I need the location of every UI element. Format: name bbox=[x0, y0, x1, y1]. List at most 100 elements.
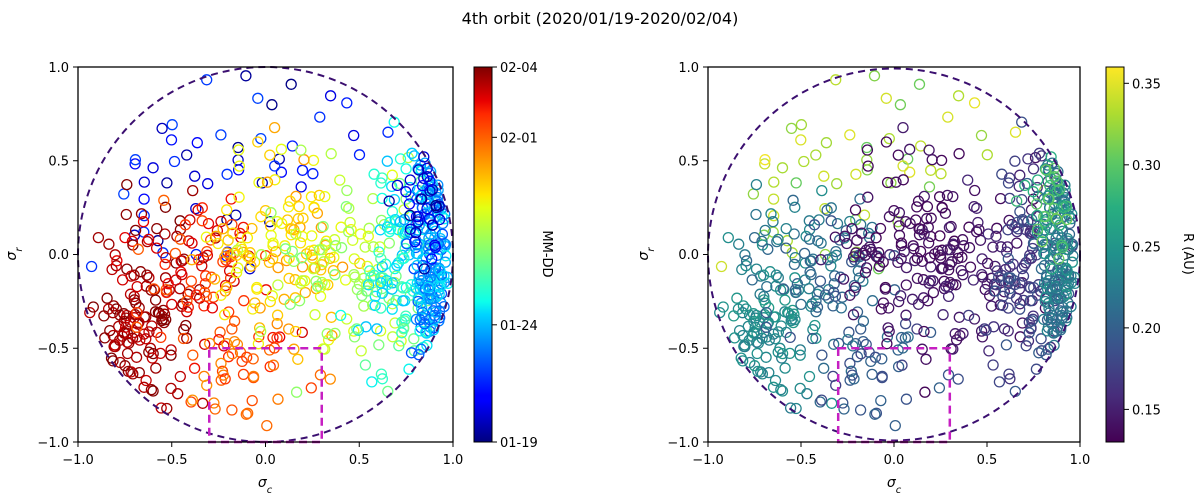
left-scatter-point bbox=[106, 263, 118, 276]
left-scatter-point bbox=[322, 334, 335, 346]
left-scatter-point bbox=[135, 208, 148, 220]
left-scatter-point bbox=[265, 229, 277, 242]
left-colorbar: 01-19 01-24 02-01 02-04 MM-DD bbox=[473, 61, 554, 451]
right-scatter-point bbox=[768, 176, 780, 188]
right-scatter-point bbox=[952, 246, 964, 259]
right-scatter-point bbox=[900, 279, 912, 291]
left-scatter-point bbox=[198, 300, 210, 312]
left-scatter-point bbox=[141, 269, 153, 281]
right-scatter-point bbox=[937, 309, 949, 321]
right-scatter-point bbox=[975, 325, 988, 337]
right-scatter-point bbox=[963, 242, 976, 254]
right-x-tick-label: 0.5 bbox=[977, 453, 998, 468]
left-scatter-point bbox=[237, 368, 250, 381]
left-scatter-point bbox=[228, 335, 241, 348]
right-scatter-point bbox=[972, 216, 984, 229]
right-scatter-point bbox=[952, 90, 965, 102]
left-scatter-point bbox=[423, 243, 435, 255]
left-scatter-point bbox=[364, 265, 376, 277]
right-scatter-point bbox=[831, 217, 844, 230]
left-scatter-point bbox=[263, 256, 276, 269]
left-scatter-point bbox=[386, 303, 398, 315]
left-scatter-point bbox=[245, 260, 257, 272]
left-scatter-point bbox=[305, 191, 318, 203]
right-scatter-point bbox=[1033, 347, 1045, 359]
right-scatter-point bbox=[889, 419, 901, 432]
right-scatter-point bbox=[860, 244, 872, 256]
left-scatter-point bbox=[440, 250, 452, 262]
right-scatter-point bbox=[1020, 224, 1032, 236]
left-scatter-point bbox=[314, 369, 327, 381]
left-scatter-point bbox=[381, 155, 393, 167]
right-scatter-point bbox=[968, 97, 981, 109]
right-colorbar-tick-label: 0.15 bbox=[1132, 403, 1161, 418]
right-scatter-point bbox=[840, 224, 852, 237]
left-scatter-point bbox=[241, 232, 254, 244]
left-scatter-point bbox=[341, 184, 353, 197]
left-scatter-point bbox=[375, 368, 388, 380]
left-scatter-point bbox=[386, 298, 399, 310]
left-scatter-point bbox=[264, 149, 276, 161]
left-scatter-point bbox=[222, 351, 235, 363]
right-scatter-point bbox=[940, 280, 952, 292]
left-scatter-point bbox=[340, 200, 352, 213]
right-scatter-point bbox=[862, 160, 874, 172]
right-scatter-point bbox=[785, 122, 798, 135]
right-scatter-point bbox=[874, 222, 887, 235]
right-scatter-point bbox=[1002, 302, 1014, 314]
left-scatter-point bbox=[286, 245, 298, 258]
right-scatter-point bbox=[836, 291, 848, 303]
left-scatter-point bbox=[142, 233, 155, 246]
right-scatter-point bbox=[971, 202, 983, 214]
right-scatter-points bbox=[714, 70, 1080, 432]
right-scatter-point bbox=[1056, 222, 1068, 234]
left-scatter-point bbox=[329, 269, 341, 281]
left-scatter-point bbox=[267, 253, 279, 265]
right-x-axis-ticks: −1.0 −0.5 0.0 0.5 1.0 bbox=[692, 442, 1090, 468]
right-scatter-point bbox=[870, 407, 883, 419]
left-scatter-point bbox=[324, 90, 337, 102]
right-scatter-point bbox=[900, 309, 912, 321]
left-scatter-point bbox=[260, 250, 272, 262]
right-scatter-point bbox=[1060, 288, 1072, 300]
right-scatter-point bbox=[862, 191, 874, 203]
right-scatter-point bbox=[892, 256, 904, 269]
left-scatter-point bbox=[138, 176, 150, 188]
left-scatter-point bbox=[367, 192, 379, 205]
right-scatter-point bbox=[767, 381, 780, 393]
right-scatter-point bbox=[769, 333, 781, 345]
left-scatter-point bbox=[411, 259, 423, 272]
right-scatter-point bbox=[942, 369, 955, 381]
left-scatter-point bbox=[201, 379, 213, 391]
left-scatter-point bbox=[151, 222, 163, 235]
left-scatter-point bbox=[272, 279, 284, 291]
left-scatter-point bbox=[267, 359, 280, 371]
right-scatter-point bbox=[816, 184, 828, 197]
right-scatter-point bbox=[814, 396, 826, 408]
right-scatter-point bbox=[1025, 252, 1037, 264]
right-scatter-point bbox=[993, 376, 1006, 388]
left-scatter-point bbox=[426, 219, 439, 231]
right-scatter-point bbox=[815, 237, 827, 249]
left-scatter-point bbox=[299, 286, 311, 299]
left-x-tick-label: −0.5 bbox=[156, 453, 188, 468]
right-scatter-point bbox=[1016, 116, 1028, 128]
right-scatter-point bbox=[838, 403, 850, 415]
right-scatter-point bbox=[760, 306, 773, 319]
left-scatter-point bbox=[242, 407, 254, 419]
right-scatter-point bbox=[755, 366, 767, 378]
left-scatter-point bbox=[233, 144, 245, 156]
right-scatter-point bbox=[900, 393, 913, 405]
right-scatter-point bbox=[816, 349, 828, 361]
left-scatter-point bbox=[103, 238, 115, 250]
left-scatter-point bbox=[265, 207, 277, 219]
figure-title: 4th orbit (2020/01/19-2020/02/04) bbox=[462, 9, 739, 28]
right-scatter-point bbox=[967, 274, 980, 286]
left-scatter-point bbox=[138, 210, 150, 222]
right-scatter-point bbox=[1027, 186, 1039, 198]
left-scatter-point bbox=[341, 313, 353, 325]
right-scatter-point bbox=[787, 194, 799, 206]
left-scatter-point bbox=[119, 231, 131, 244]
right-scatter-point bbox=[1017, 270, 1030, 282]
right-scatter-point bbox=[854, 404, 867, 416]
